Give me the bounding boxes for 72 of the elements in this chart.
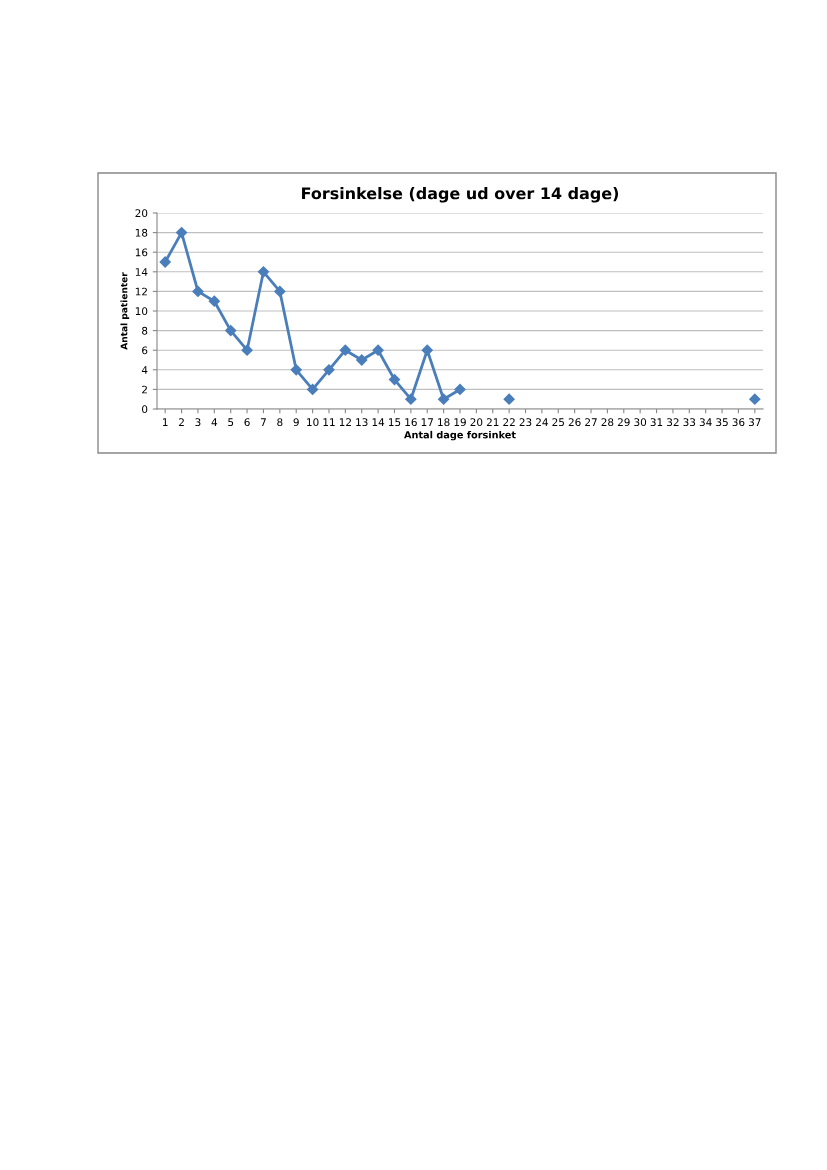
x-tick-label: 34 — [699, 418, 712, 427]
point — [290, 364, 302, 376]
x-axis-title: Antal dage forsinket — [404, 430, 516, 441]
x-tick-label: 29 — [617, 418, 630, 427]
x-tick-label: 6 — [244, 418, 250, 427]
x-tick-label: 19 — [454, 418, 466, 427]
x-tick-label: 17 — [421, 418, 433, 426]
point — [438, 393, 450, 405]
point — [454, 383, 466, 396]
x-tick-label: 24 — [536, 418, 548, 426]
point — [257, 266, 270, 278]
x-tick-label: 31 — [650, 418, 663, 427]
y-tick-label: 4 — [141, 366, 148, 374]
x-tick-label: 26 — [568, 418, 581, 427]
point — [388, 373, 401, 386]
x-tick-label: 11 — [323, 418, 335, 426]
x-tick-label: 22 — [503, 418, 515, 426]
point — [274, 285, 286, 298]
y-axis-title: Antal patienter — [120, 272, 130, 350]
point — [159, 256, 171, 268]
x-tick-label: 16 — [405, 418, 417, 427]
x-tick-label: 21 — [486, 418, 499, 426]
point — [241, 344, 253, 356]
y-tick-label: 0 — [142, 405, 148, 414]
x-tick-label: 5 — [228, 418, 234, 427]
y-tick-label: 6 — [142, 346, 148, 355]
y-tick-label: 18 — [135, 228, 148, 237]
x-tick-label: 35 — [716, 418, 728, 427]
x-tick-label: 18 — [438, 418, 450, 427]
x-tick-label: 10 — [307, 418, 319, 427]
x-tick-label: 8 — [277, 418, 283, 427]
y-tick-label: 12 — [135, 287, 147, 296]
x-tick-label: 33 — [683, 418, 696, 427]
x-tick-label: 13 — [356, 418, 368, 427]
y-tick-label: 8 — [142, 326, 148, 335]
x-tick-label: 3 — [195, 418, 201, 427]
x-tick-label: 9 — [293, 418, 299, 427]
x-tick-label: 32 — [667, 418, 679, 427]
chart-title: Forsinkelse (dage ud over 14 dage) — [302, 186, 619, 203]
x-tick-label: 12 — [339, 418, 351, 426]
point — [192, 285, 204, 298]
point — [749, 393, 761, 405]
x-tick-label: 37 — [748, 418, 761, 427]
x-tick-label: 25 — [552, 418, 564, 427]
x-tick-label: 36 — [732, 418, 745, 427]
point — [356, 354, 368, 366]
point — [503, 393, 515, 405]
x-tick-label: 23 — [519, 418, 532, 427]
point — [225, 324, 237, 337]
x-tick-label: 4 — [211, 418, 218, 426]
x-tick-label: 14 — [372, 418, 385, 426]
y-tick-label: 14 — [135, 268, 148, 276]
x-tick-label: 1 — [163, 418, 168, 426]
y-tick-label: 2 — [142, 385, 147, 394]
point — [208, 295, 220, 307]
x-tick-label: 15 — [389, 418, 401, 427]
x-tick-label: 7 — [261, 418, 266, 426]
point — [421, 344, 433, 356]
x-tick-label: 28 — [601, 418, 614, 427]
point — [339, 344, 351, 356]
y-tick-label: 10 — [135, 307, 148, 316]
point — [372, 344, 384, 356]
y-tick-label: 16 — [135, 248, 148, 257]
point — [175, 226, 188, 239]
point — [323, 364, 335, 376]
point — [306, 383, 319, 396]
x-tick-label: 20 — [470, 418, 483, 427]
point — [405, 393, 417, 405]
y-tick-label: 20 — [135, 209, 148, 218]
x-tick-label: 2 — [179, 418, 184, 426]
x-tick-label: 30 — [634, 418, 647, 427]
x-tick-label: 27 — [585, 418, 597, 426]
